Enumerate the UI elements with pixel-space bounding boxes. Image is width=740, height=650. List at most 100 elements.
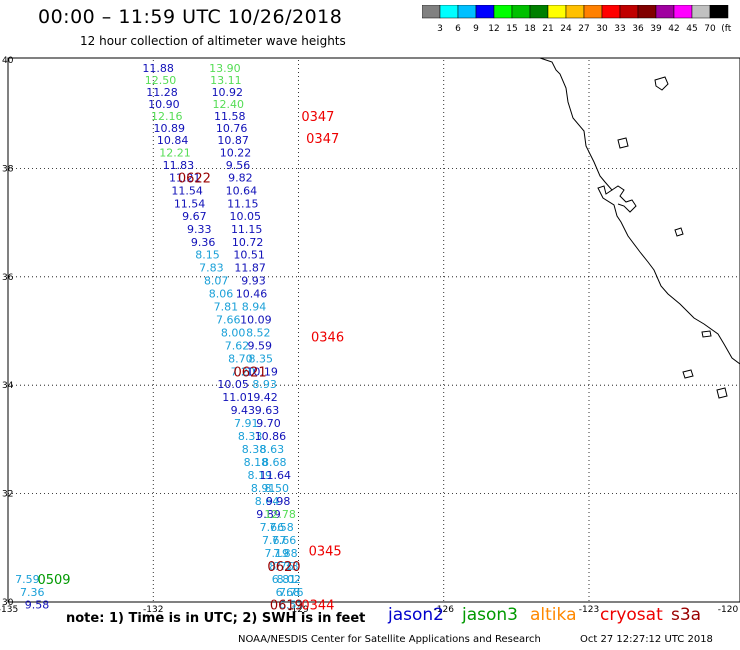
colorbar-label: 39 [650, 24, 662, 34]
swh-value: 9.63 [255, 404, 280, 417]
swh-value: 9.82 [228, 172, 253, 185]
colorbar-label: 33 [614, 24, 625, 34]
generation-timestamp: Oct 27 12:27:12 UTC 2018 [580, 634, 713, 645]
swh-value: 8.63 [260, 443, 285, 456]
graticule: -135 -132 -129 -126 -123 -120 40 38 36 34 32 30 [0, 56, 740, 615]
swh-value: 7.20 [231, 366, 256, 379]
swh-value: 11.64 [260, 469, 292, 482]
swh-value: 8.02 [277, 573, 302, 586]
swh-value: 8.76 [269, 560, 294, 573]
observation-labels: 11.8812.5011.2810.9012.1610.8910.8412.21… [15, 62, 303, 612]
swh-value: 8.07 [204, 275, 229, 288]
footer-note: note: 1) Time is in UTC; 2) SWH is in fe… [66, 611, 366, 626]
colorbar-label: 21 [542, 24, 553, 34]
swh-value: 10.86 [255, 430, 287, 443]
pass-time-label: 0621 [234, 366, 267, 381]
swh-value: 9.33 [187, 223, 212, 236]
sf-bay-shape [611, 185, 637, 213]
swh-value: 8.33 [238, 430, 263, 443]
colorbar-label: 3 [437, 24, 443, 34]
swh-value: 9.43 [231, 404, 256, 417]
swh-value: 10.72 [232, 236, 264, 249]
pass-time-label: 0622 [178, 172, 211, 187]
colorbar-label: 27 [578, 24, 589, 34]
swh-value: 11.01 [222, 391, 254, 404]
swh-value: 7.66 [272, 534, 297, 547]
swh-value: 12.50 [145, 74, 177, 87]
inland-lake-shape [674, 227, 684, 237]
swh-value: 8.91 [251, 482, 276, 495]
swh-value: 7.62 [225, 340, 250, 353]
swh-value: 8.15 [195, 249, 220, 262]
swh-value: 9.70 [256, 417, 281, 430]
california-coastline [539, 57, 740, 365]
legend-cryosat: cryosat [600, 605, 663, 625]
swh-value: 13.11 [210, 74, 242, 87]
colorbar-label: 18 [524, 24, 536, 34]
lon-tick-label: -135 [0, 605, 18, 615]
colorbar-label: 12 [488, 24, 499, 34]
swh-value: 10.22 [220, 147, 252, 160]
colorbar-label: 30 [596, 24, 608, 34]
colorbar-swatch [709, 5, 729, 19]
map-subtitle: 12 hour collection of altimeter wave hei… [80, 34, 346, 48]
swh-value: 10.92 [212, 86, 244, 99]
swh-value: 7.76 [279, 586, 304, 599]
swh-value: 8.64 [255, 495, 280, 508]
swh-value: 10.19 [246, 366, 278, 379]
colorbar-label: 9 [473, 24, 479, 34]
swh-value: 6.81 [272, 573, 297, 586]
coastline [539, 57, 740, 399]
swh-value: 10.90 [148, 98, 180, 111]
swh-value: 12.40 [213, 98, 245, 111]
pass-time-label: 0620 [267, 560, 300, 575]
colorbar-label: 36 [632, 24, 644, 34]
swh-value: 6.68 [276, 586, 301, 599]
channel-island-3 [701, 330, 712, 338]
swh-value: 11.88 [142, 62, 174, 75]
swh-value: 10.84 [157, 134, 189, 147]
lat-tick-label: 36 [2, 273, 14, 283]
swh-value: 9.42 [253, 391, 278, 404]
lat-tick-label: 38 [2, 164, 14, 174]
pass-time-label: 0346 [311, 330, 344, 345]
swh-value: 11.21 [169, 172, 201, 185]
lat-tick-label: 40 [2, 56, 14, 66]
lat-tick-label: 34 [2, 381, 14, 391]
pass-time-label: 0347 [306, 132, 339, 147]
swh-value: 8.35 [248, 353, 273, 366]
swh-value: 8.94 [242, 301, 267, 314]
lon-tick-label: -129 [288, 605, 309, 615]
swh-value: 7.58 [269, 521, 294, 534]
lat-tick-label: 32 [2, 490, 13, 500]
swh-value: 10.76 [216, 122, 248, 135]
lon-tick-label: -132 [143, 605, 163, 615]
swh-value: 10.51 [233, 249, 265, 262]
swh-value: 13.90 [209, 62, 241, 75]
lat-tick-label: 30 [2, 598, 14, 608]
swh-value: 8.00 [221, 327, 246, 340]
swh-value: 11.58 [214, 110, 246, 123]
swh-value: 9.59 [248, 340, 273, 353]
swh-value: 7.66 [216, 314, 241, 327]
swh-value: 7.36 [20, 586, 45, 599]
swh-value: 12.78 [264, 508, 296, 521]
legend-jason3: jason3 [462, 605, 518, 625]
swh-value: 10.89 [153, 122, 185, 135]
legend-altika: altika [530, 605, 577, 625]
swh-value: 12.16 [151, 110, 183, 123]
legend-s3a: s3a [671, 605, 702, 625]
colorbar-label: (ft) [721, 24, 732, 34]
swh-value: 11.15 [227, 198, 259, 211]
channel-island-2 [716, 387, 728, 399]
swh-value: 8.93 [252, 378, 277, 391]
swh-value: 9.36 [191, 236, 216, 249]
swh-value: 11.28 [146, 86, 178, 99]
swh-value: 11.87 [234, 262, 266, 275]
swh-value: 8.19 [248, 469, 273, 482]
colorbar-label: 42 [668, 24, 679, 34]
swh-value: 10.87 [217, 134, 249, 147]
swh-value: 11.54 [171, 185, 203, 198]
